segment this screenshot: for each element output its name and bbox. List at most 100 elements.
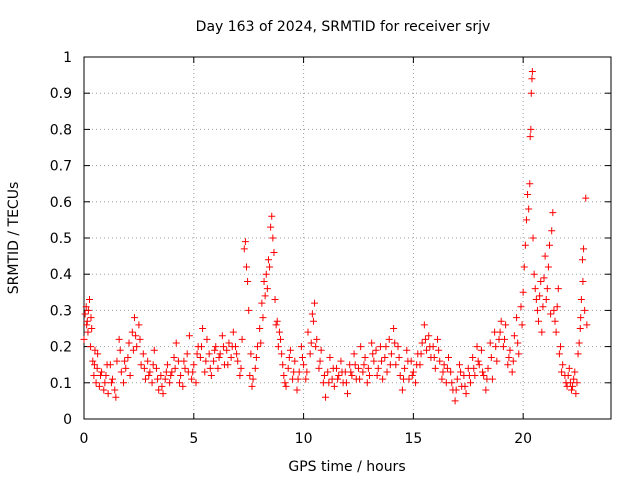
data-point — [278, 350, 286, 358]
data-point — [342, 379, 350, 387]
data-point — [572, 390, 580, 398]
data-point — [480, 372, 488, 380]
data-point — [403, 346, 411, 354]
data-point — [245, 306, 253, 314]
data-point — [421, 335, 429, 343]
data-point — [275, 328, 283, 336]
data-point — [324, 368, 332, 376]
x-tick-label: 5 — [189, 431, 198, 447]
data-point — [502, 321, 510, 329]
data-point — [418, 339, 426, 347]
data-point — [132, 332, 140, 340]
data-point — [544, 263, 552, 271]
data-point — [431, 364, 439, 372]
data-point — [129, 346, 137, 354]
data-point — [247, 350, 255, 358]
data-point — [420, 321, 428, 329]
data-point — [260, 277, 268, 285]
data-point — [351, 361, 359, 369]
data-point — [259, 314, 267, 322]
data-point — [408, 372, 416, 380]
data-point — [277, 335, 285, 343]
data-point — [282, 382, 290, 390]
data-point — [107, 379, 115, 387]
x-tick-label: 0 — [80, 431, 89, 447]
data-point — [537, 277, 545, 285]
data-point — [466, 379, 474, 387]
data-point — [242, 263, 250, 271]
data-point — [257, 339, 265, 347]
data-point — [547, 310, 555, 318]
y-tick-label: 0.4 — [50, 267, 72, 283]
data-point — [423, 346, 431, 354]
data-point — [317, 346, 325, 354]
data-point — [286, 346, 294, 354]
data-point — [258, 299, 266, 307]
data-point — [513, 314, 521, 322]
data-point — [404, 357, 412, 365]
data-point — [412, 379, 420, 387]
data-point — [457, 368, 465, 376]
y-tick-label: 0.8 — [50, 122, 72, 138]
data-point — [80, 335, 88, 343]
data-point — [228, 343, 236, 351]
data-point — [263, 285, 271, 293]
data-point — [482, 386, 490, 394]
data-point — [281, 379, 289, 387]
data-point — [293, 386, 301, 394]
data-point — [307, 339, 315, 347]
data-point — [146, 368, 154, 376]
data-point — [499, 343, 507, 351]
data-point — [338, 368, 346, 376]
data-point — [234, 357, 242, 365]
data-point — [493, 357, 501, 365]
x-tick-label: 15 — [404, 431, 422, 447]
data-point — [266, 263, 274, 271]
data-point — [236, 372, 244, 380]
data-point — [179, 382, 187, 390]
data-point — [413, 361, 421, 369]
data-point — [438, 375, 446, 383]
data-point — [135, 321, 143, 329]
data-point — [237, 364, 245, 372]
data-point — [268, 212, 276, 220]
data-point — [88, 325, 96, 332]
data-point — [193, 350, 201, 358]
data-point — [285, 353, 293, 361]
data-point — [390, 325, 398, 332]
data-point — [252, 353, 260, 361]
data-point — [409, 368, 417, 376]
data-point — [300, 361, 308, 369]
data-point — [150, 346, 158, 354]
data-point — [452, 386, 460, 394]
data-point — [303, 368, 311, 376]
y-tick-label: 0.3 — [50, 303, 72, 319]
data-point — [158, 382, 166, 390]
data-point — [128, 328, 136, 336]
data-point — [382, 343, 390, 351]
data-point — [91, 361, 99, 369]
data-point — [436, 357, 444, 365]
data-point — [224, 361, 232, 369]
data-point — [440, 361, 448, 369]
data-point — [93, 364, 101, 372]
data-point — [199, 325, 207, 332]
data-point — [94, 350, 102, 358]
data-point — [360, 361, 368, 369]
data-point — [311, 299, 319, 307]
data-point — [550, 306, 558, 314]
data-point — [269, 234, 277, 242]
data-point — [554, 285, 562, 293]
data-point — [378, 357, 386, 365]
data-point — [518, 321, 526, 329]
data-point — [264, 256, 272, 264]
data-point — [90, 372, 98, 380]
data-point — [87, 314, 95, 322]
data-point — [261, 292, 269, 300]
data-point — [361, 353, 369, 361]
data-point — [473, 343, 481, 351]
data-point — [167, 372, 175, 380]
data-point — [567, 386, 575, 394]
axis-ticks: 00.10.20.30.40.50.60.70.80.910 5 10 15 20 — [50, 50, 611, 447]
data-point — [271, 296, 279, 304]
